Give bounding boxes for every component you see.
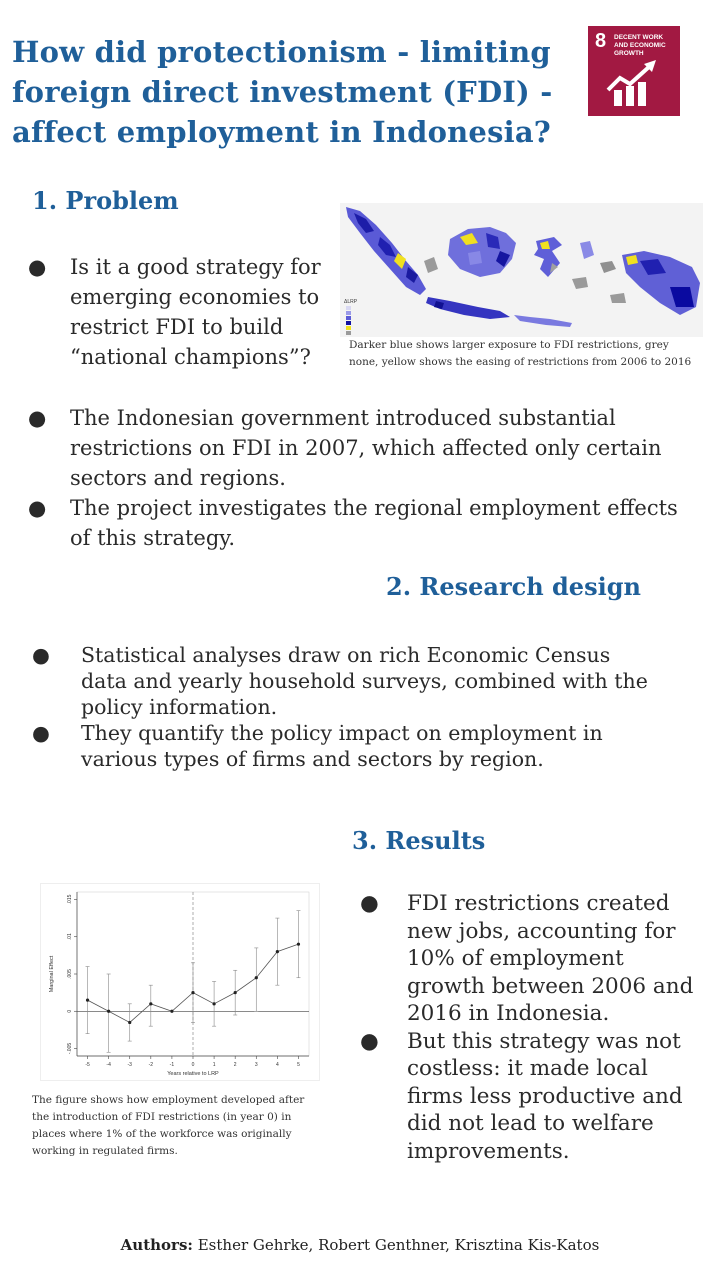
event-study-chart: -.005 0 .005 .01 .015 -5 -4 -3 -2 -1 0 1 2 3 4 5 Years r… [40,883,320,1081]
data-point [107,1009,111,1013]
list-item: ● FDI restrictions created new jobs, acc… [360,891,694,1026]
list-item: ● They quantify the policy impact on emp… [32,721,603,771]
list-item: ● Is it a good strategy for emerging eco… [28,252,328,372]
data-point [212,1002,216,1006]
chart-canvas: -.005 0 .005 .01 .015 -5 -4 -3 -2 -1 0 1 2 3 4 5 Years r… [49,891,310,1077]
bullet-icon: ● [32,721,50,745]
section-heading-problem: 1. Problem [32,186,179,215]
data-point [128,1020,132,1025]
x-axis-label: Years relative to LRP [167,1071,219,1077]
x-tick-label: -5 [85,1062,90,1068]
bullet-icon: ● [360,891,379,916]
list-item: ● But this strategy was not costless: it… [360,1028,683,1164]
sdg-number: 8 [595,30,607,52]
x-tick-label: -2 [149,1062,154,1068]
bullet-icon: ● [360,1028,379,1054]
problem-bullet-list-2: ● The Indonesian government introduced s… [28,403,698,553]
data-point [191,991,195,995]
data-point [149,1002,153,1006]
x-tick-label: 1 [213,1062,216,1068]
bullet-icon: ● [28,496,47,520]
x-tick-label: -1 [170,1062,175,1068]
bullet-icon: ● [28,255,47,279]
x-tick-label: 5 [297,1062,300,1068]
x-tick-label: 0 [192,1062,195,1068]
map-caption: Darker blue shows larger exposure to FDI… [349,339,692,368]
x-tick-label: -3 [128,1062,133,1068]
list-item: ● The project investigates the regional … [28,493,698,553]
figure-caption: The figure shows how employment develope… [32,1094,305,1157]
y-tick-label: .005 [67,969,73,979]
sdg-goal-badge: 8 DECENT WORK AND ECONOMIC GROWTH [588,26,680,116]
bullet-icon: ● [28,406,47,430]
x-tick-label: 4 [276,1062,279,1068]
x-tick-label: -4 [106,1062,111,1068]
sdg-label: DECENT WORK AND ECONOMIC GROWTH [614,34,666,57]
y-axis-label: Marginal Effect [49,955,55,992]
list-item: ● Statistical analyses draw on rich Econ… [32,643,648,719]
bullet-icon: ● [32,643,50,667]
results-bullet-list: ● FDI restrictions created new jobs, acc… [360,890,695,1165]
list-item: ● The Indonesian government introduced s… [28,403,698,493]
data-point [254,976,258,980]
section-heading-results: 3. Results [352,826,486,855]
y-tick-label: .01 [67,933,73,940]
map-legend-title: ΔLRP [344,299,358,305]
data-point [85,998,90,1002]
y-tick-label: .015 [67,894,73,904]
section-heading-research-design: 2. Research design [386,572,641,601]
data-point [296,942,301,946]
growth-chart-icon [606,60,656,106]
authors-line: Authors: Esther Gehrke, Robert Genthner,… [0,1236,720,1254]
page-title: How did protectionism - limiting foreign… [12,35,553,149]
problem-bullet-list: ● Is it a good strategy for emerging eco… [28,252,328,372]
indonesia-exposure-map: ΔLRP [340,203,703,337]
authors-names: Esther Gehrke, Robert Genthner, Krisztin… [197,1236,600,1254]
authors-label: Authors: [120,1236,193,1254]
data-point [170,1009,174,1013]
y-tick-label: -.005 [67,1043,73,1055]
research-bullet-list: ● Statistical analyses draw on rich Econ… [32,642,652,772]
y-tick-label: 0 [67,1010,73,1013]
x-tick-label: 2 [234,1062,237,1068]
x-tick-label: 3 [255,1062,258,1068]
data-point [275,950,279,954]
data-point [233,991,237,995]
